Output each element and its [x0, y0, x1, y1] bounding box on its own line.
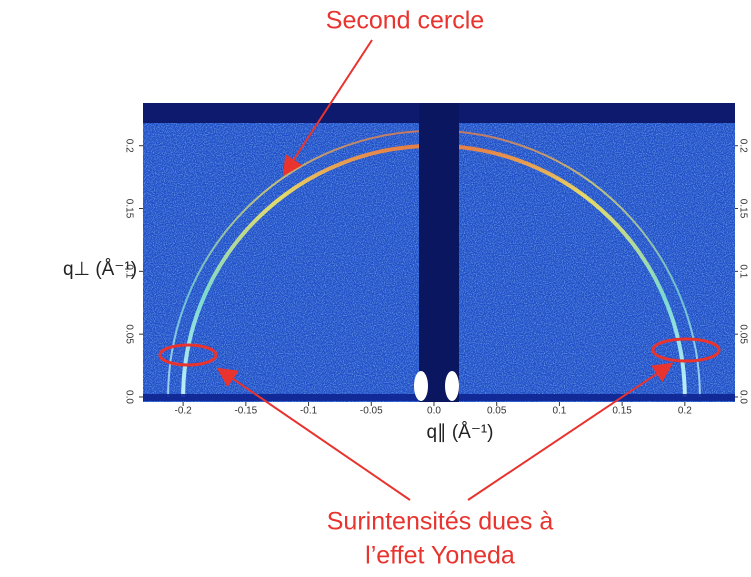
x-axis-label: q∥ (Å⁻¹) — [426, 422, 493, 443]
beam-stop — [419, 103, 459, 402]
highlight-ellipse — [158, 343, 218, 367]
arrow — [467, 362, 674, 501]
annotation: l’effet Yoneda — [365, 542, 515, 570]
direct-beam — [445, 371, 459, 401]
annotations: Second cercle Surintensités dues à l’eff… — [63, 7, 721, 570]
annotation: Second cercle — [326, 7, 484, 35]
y-tick-label: 0.15 — [737, 199, 748, 219]
x-tick-label: -0.15 — [234, 406, 257, 417]
x-tick-label: -0.1 — [300, 406, 318, 417]
highlight-ellipse — [651, 337, 721, 363]
y-tick-label: 0.2 — [123, 139, 134, 153]
arrow — [282, 39, 373, 177]
x-tick-label: 0.05 — [487, 406, 507, 417]
y-tick-label: 0.15 — [123, 199, 134, 219]
x-tick-label: 0.2 — [678, 406, 692, 417]
image-panel: -0.2 -0.15 -0.1 -0.05 0.0 0.05 0.1 0.15 0.2 0.0 0.… — [123, 103, 748, 417]
x-tick-label: 0.15 — [612, 406, 632, 417]
arrow — [216, 367, 411, 501]
annotation: Surintensités dues à — [327, 508, 554, 536]
x-tick-label: -0.2 — [175, 406, 193, 417]
y-tick-label: 0.1 — [123, 264, 134, 278]
x-tick-label: 0.0 — [427, 406, 441, 417]
y-axis-label: q⊥ (Å⁻¹) — [63, 259, 137, 280]
y-tick-label: 0.0 — [123, 390, 134, 404]
y-tick-label: 0.05 — [737, 324, 748, 344]
direct-beam — [414, 371, 428, 401]
y-tick-label: 0.1 — [737, 264, 748, 278]
y-tick-label: 0.2 — [737, 139, 748, 153]
x-tick-label: -0.05 — [360, 406, 383, 417]
y-tick-label: 0.0 — [737, 390, 748, 404]
y-tick-label: 0.05 — [123, 324, 134, 344]
x-tick-label: 0.1 — [552, 406, 566, 417]
